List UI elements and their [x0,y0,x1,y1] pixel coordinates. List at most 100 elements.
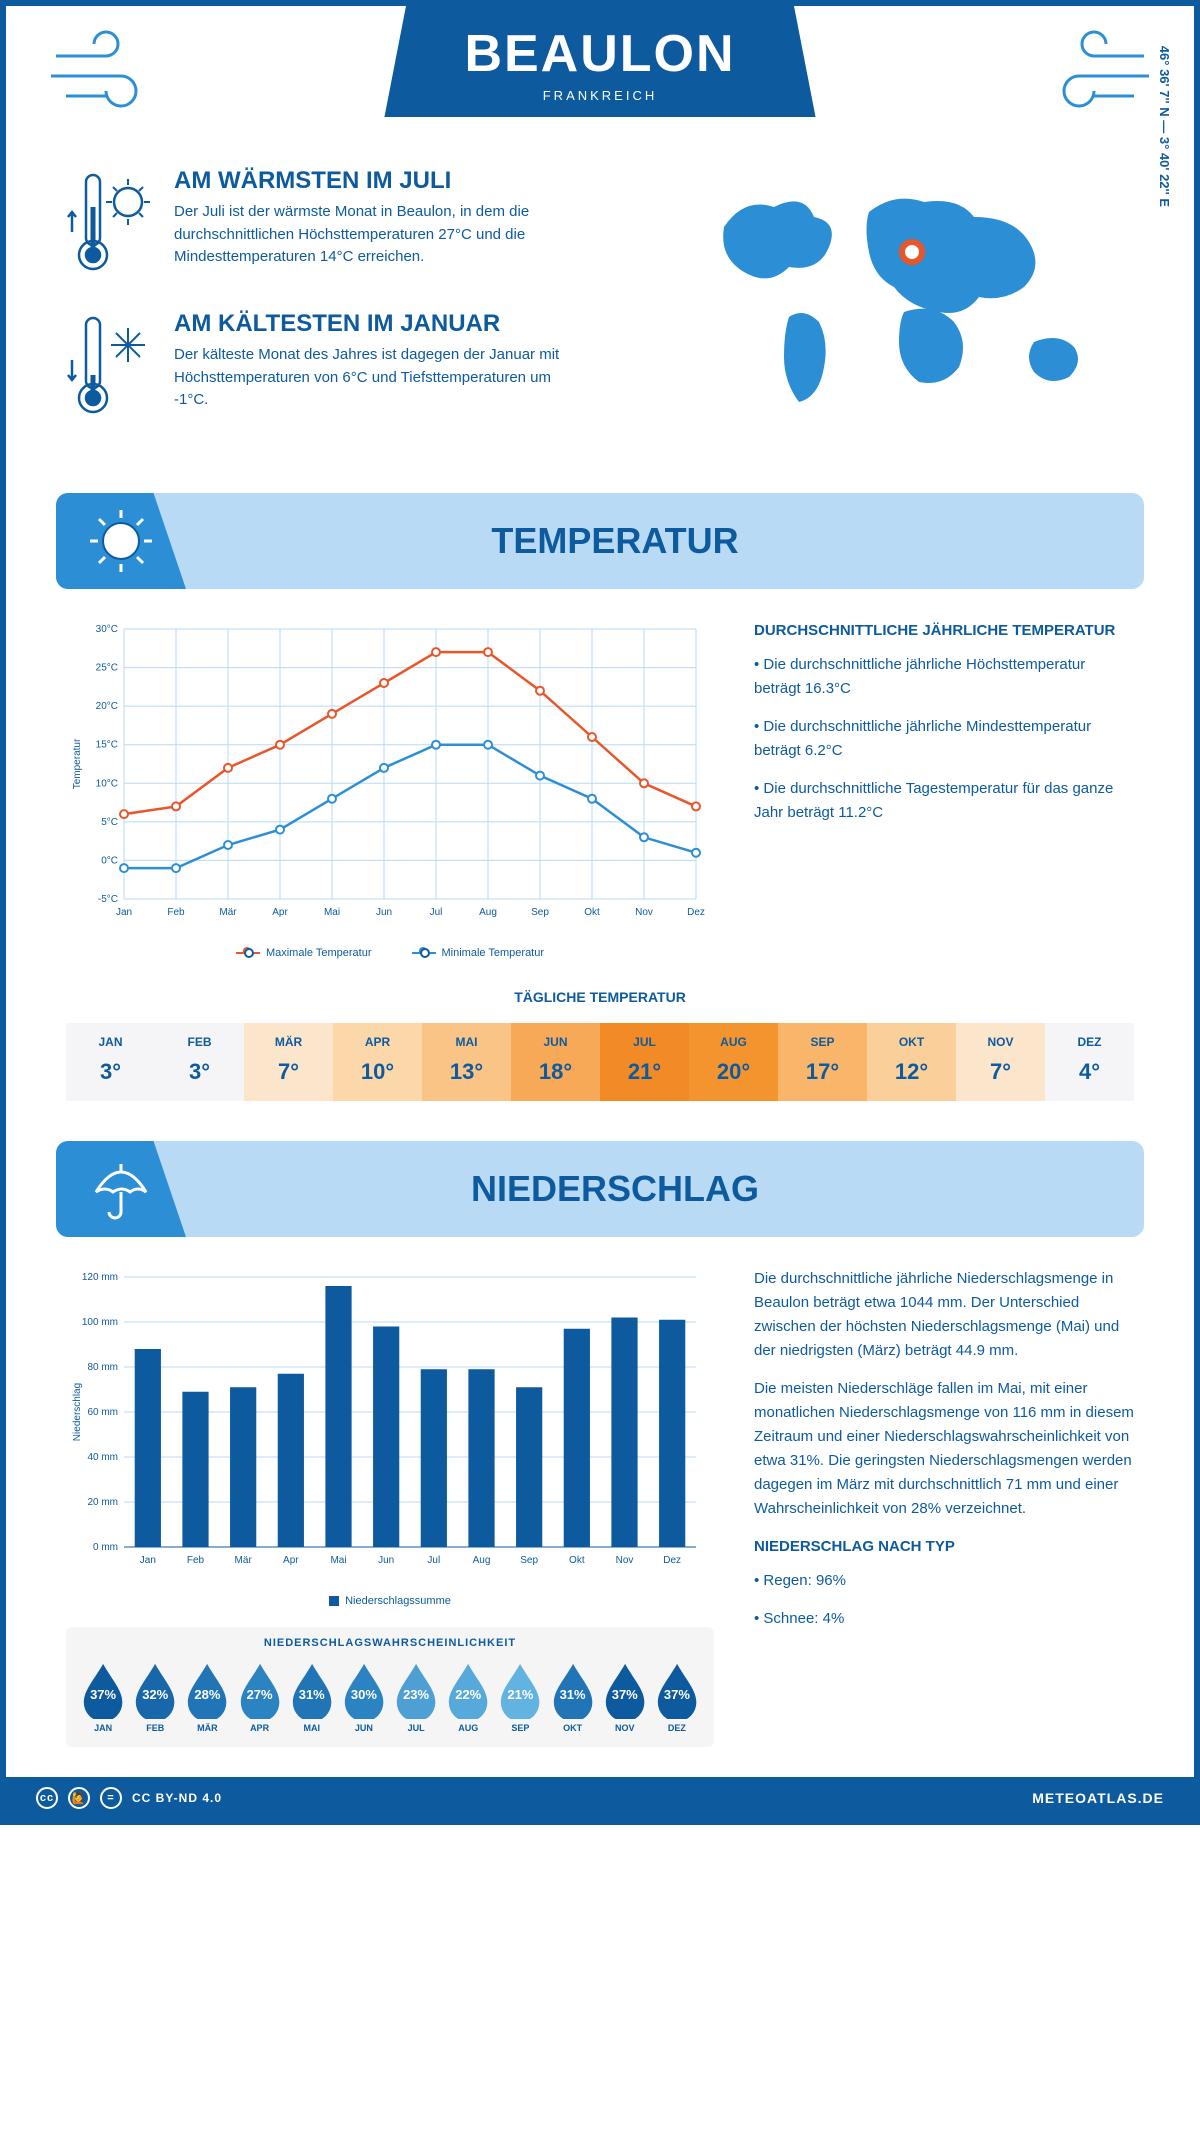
precip-banner: NIEDERSCHLAG [56,1141,1144,1237]
precip-legend-label: Niederschlagssumme [345,1595,451,1607]
daily-temp-cell: SEP17° [778,1023,867,1101]
daily-temp-cell: JUL21° [600,1023,689,1101]
svg-text:-5°C: -5°C [98,894,118,905]
daily-temp-cell: JAN3° [66,1023,155,1101]
svg-text:Jun: Jun [378,1555,394,1566]
license-label: CC BY-ND 4.0 [132,1791,222,1805]
daily-temp-cell: JUN18° [511,1023,600,1101]
site-name: METEOATLAS.DE [1032,1790,1164,1806]
precip-prob-cell: 31%MAI [287,1659,337,1733]
precip-prob-cell: 28%MÄR [182,1659,232,1733]
daily-temp-table: TÄGLICHE TEMPERATUR JAN3°FEB3°MÄR7°APR10… [6,989,1194,1141]
precip-prob-cell: 30%JUN [339,1659,389,1733]
svg-text:Jun: Jun [376,907,392,918]
svg-text:Mai: Mai [330,1555,346,1566]
wind-icon [1034,26,1154,121]
city-name: BEAULON [464,24,735,84]
svg-text:Temperatur: Temperatur [72,738,83,789]
svg-text:40 mm: 40 mm [87,1452,118,1463]
thermometer-snow-icon [66,310,156,425]
svg-text:Jan: Jan [116,907,132,918]
temp-summary-line: • Die durchschnittliche jährliche Mindes… [754,715,1134,763]
precip-bar-chart: 0 mm 20 mm 40 mm 60 mm 80 mm 100 mm 120 mm Jan F… [66,1267,714,1587]
daily-temp-cell: AUG20° [689,1023,778,1101]
svg-text:Aug: Aug [479,907,497,918]
svg-text:Sep: Sep [531,907,549,918]
svg-text:Mai: Mai [324,907,340,918]
temperature-line-chart: -5°C0°C5°C10°C15°C20°C25°C30°CJanFebMärA… [66,619,714,939]
precip-section-title: NIEDERSCHLAG [186,1168,1144,1210]
temp-summary-line: • Die durchschnittliche jährliche Höchst… [754,653,1134,701]
svg-text:Dez: Dez [663,1555,681,1566]
svg-text:Mär: Mär [219,907,237,918]
svg-text:20°C: 20°C [96,701,118,712]
svg-text:Feb: Feb [187,1555,205,1566]
precip-prob-cell: 23%JUL [391,1659,441,1733]
precip-paragraph: Die durchschnittliche jährliche Niedersc… [754,1267,1134,1363]
daily-temp-cell: FEB3° [155,1023,244,1101]
svg-text:Jan: Jan [140,1555,156,1566]
daily-temp-cell: OKT12° [867,1023,956,1101]
svg-text:100 mm: 100 mm [82,1317,118,1328]
daily-temp-cell: APR10° [333,1023,422,1101]
temp-summary: DURCHSCHNITTLICHE JÄHRLICHE TEMPERATUR •… [754,619,1134,959]
svg-text:80 mm: 80 mm [87,1362,118,1373]
svg-text:Mär: Mär [235,1555,253,1566]
svg-text:Okt: Okt [584,907,600,918]
daily-temp-cell: NOV7° [956,1023,1045,1101]
temp-section-title: TEMPERATUR [186,520,1144,562]
svg-text:25°C: 25°C [96,663,118,674]
daily-temp-title: TÄGLICHE TEMPERATUR [66,989,1134,1005]
svg-text:Jul: Jul [430,907,443,918]
daily-temp-cell: MAI13° [422,1023,511,1101]
intro-section: AM WÄRMSTEN IM JULI Der Juli ist der wär… [6,137,1194,493]
cold-fact: AM KÄLTESTEN IM JANUAR Der kälteste Mona… [66,310,654,425]
svg-text:30°C: 30°C [96,624,118,635]
svg-text:10°C: 10°C [96,778,118,789]
cold-title: AM KÄLTESTEN IM JANUAR [174,310,574,338]
cold-text: Der kälteste Monat des Jahres ist dagege… [174,344,574,412]
svg-text:15°C: 15°C [96,740,118,751]
title-banner: BEAULON FRANKREICH [384,6,815,117]
world-map: 46° 36' 7'' N — 3° 40' 22'' E [694,167,1134,453]
daily-temp-cell: MÄR7° [244,1023,333,1101]
svg-text:20 mm: 20 mm [87,1497,118,1508]
svg-text:Niederschlag: Niederschlag [72,1383,83,1441]
svg-text:0°C: 0°C [101,855,118,866]
country-name: FRANKREICH [464,88,735,103]
precip-probability: NIEDERSCHLAGSWAHRSCHEINLICHKEIT 37%JAN32… [66,1627,714,1747]
svg-text:Nov: Nov [616,1555,634,1566]
precip-prob-cell: 37%DEZ [652,1659,702,1733]
temp-chart-legend: Maximale Temperatur Minimale Temperatur [66,947,714,959]
temp-summary-line: • Die durchschnittliche Tagestemperatur … [754,777,1134,825]
svg-text:Apr: Apr [272,907,288,918]
temperature-banner: TEMPERATUR [56,493,1144,589]
warm-text: Der Juli ist der wärmste Monat in Beaulo… [174,201,574,269]
precip-type-line: • Schnee: 4% [754,1607,1134,1631]
daily-temp-cell: DEZ4° [1045,1023,1134,1101]
precip-type-title: NIEDERSCHLAG NACH TYP [754,1535,1134,1559]
temp-summary-title: DURCHSCHNITTLICHE JÄHRLICHE TEMPERATUR [754,619,1134,643]
svg-text:120 mm: 120 mm [82,1272,118,1283]
thermometer-sun-icon [66,167,156,282]
page-header: BEAULON FRANKREICH [6,6,1194,137]
precip-paragraph: Die meisten Niederschläge fallen im Mai,… [754,1377,1134,1521]
svg-text:0 mm: 0 mm [93,1542,118,1553]
warm-title: AM WÄRMSTEN IM JULI [174,167,574,195]
precip-text: Die durchschnittliche jährliche Niedersc… [754,1267,1134,1747]
precip-prob-cell: 37%JAN [78,1659,128,1733]
precip-prob-cell: 21%SEP [495,1659,545,1733]
precip-prob-cell: 22%AUG [443,1659,493,1733]
warm-fact: AM WÄRMSTEN IM JULI Der Juli ist der wär… [66,167,654,282]
sun-icon [56,493,186,589]
coordinates: 46° 36' 7'' N — 3° 40' 22'' E [1157,46,1172,207]
svg-text:Nov: Nov [635,907,653,918]
license: cc🙋= CC BY-ND 4.0 [36,1787,222,1809]
svg-text:60 mm: 60 mm [87,1407,118,1418]
precip-prob-cell: 32%FEB [130,1659,180,1733]
umbrella-icon [56,1141,186,1237]
precip-chart-legend: Niederschlagssumme [66,1595,714,1607]
page-footer: cc🙋= CC BY-ND 4.0 METEOATLAS.DE [6,1777,1194,1819]
svg-text:Feb: Feb [167,907,185,918]
svg-text:Aug: Aug [473,1555,491,1566]
